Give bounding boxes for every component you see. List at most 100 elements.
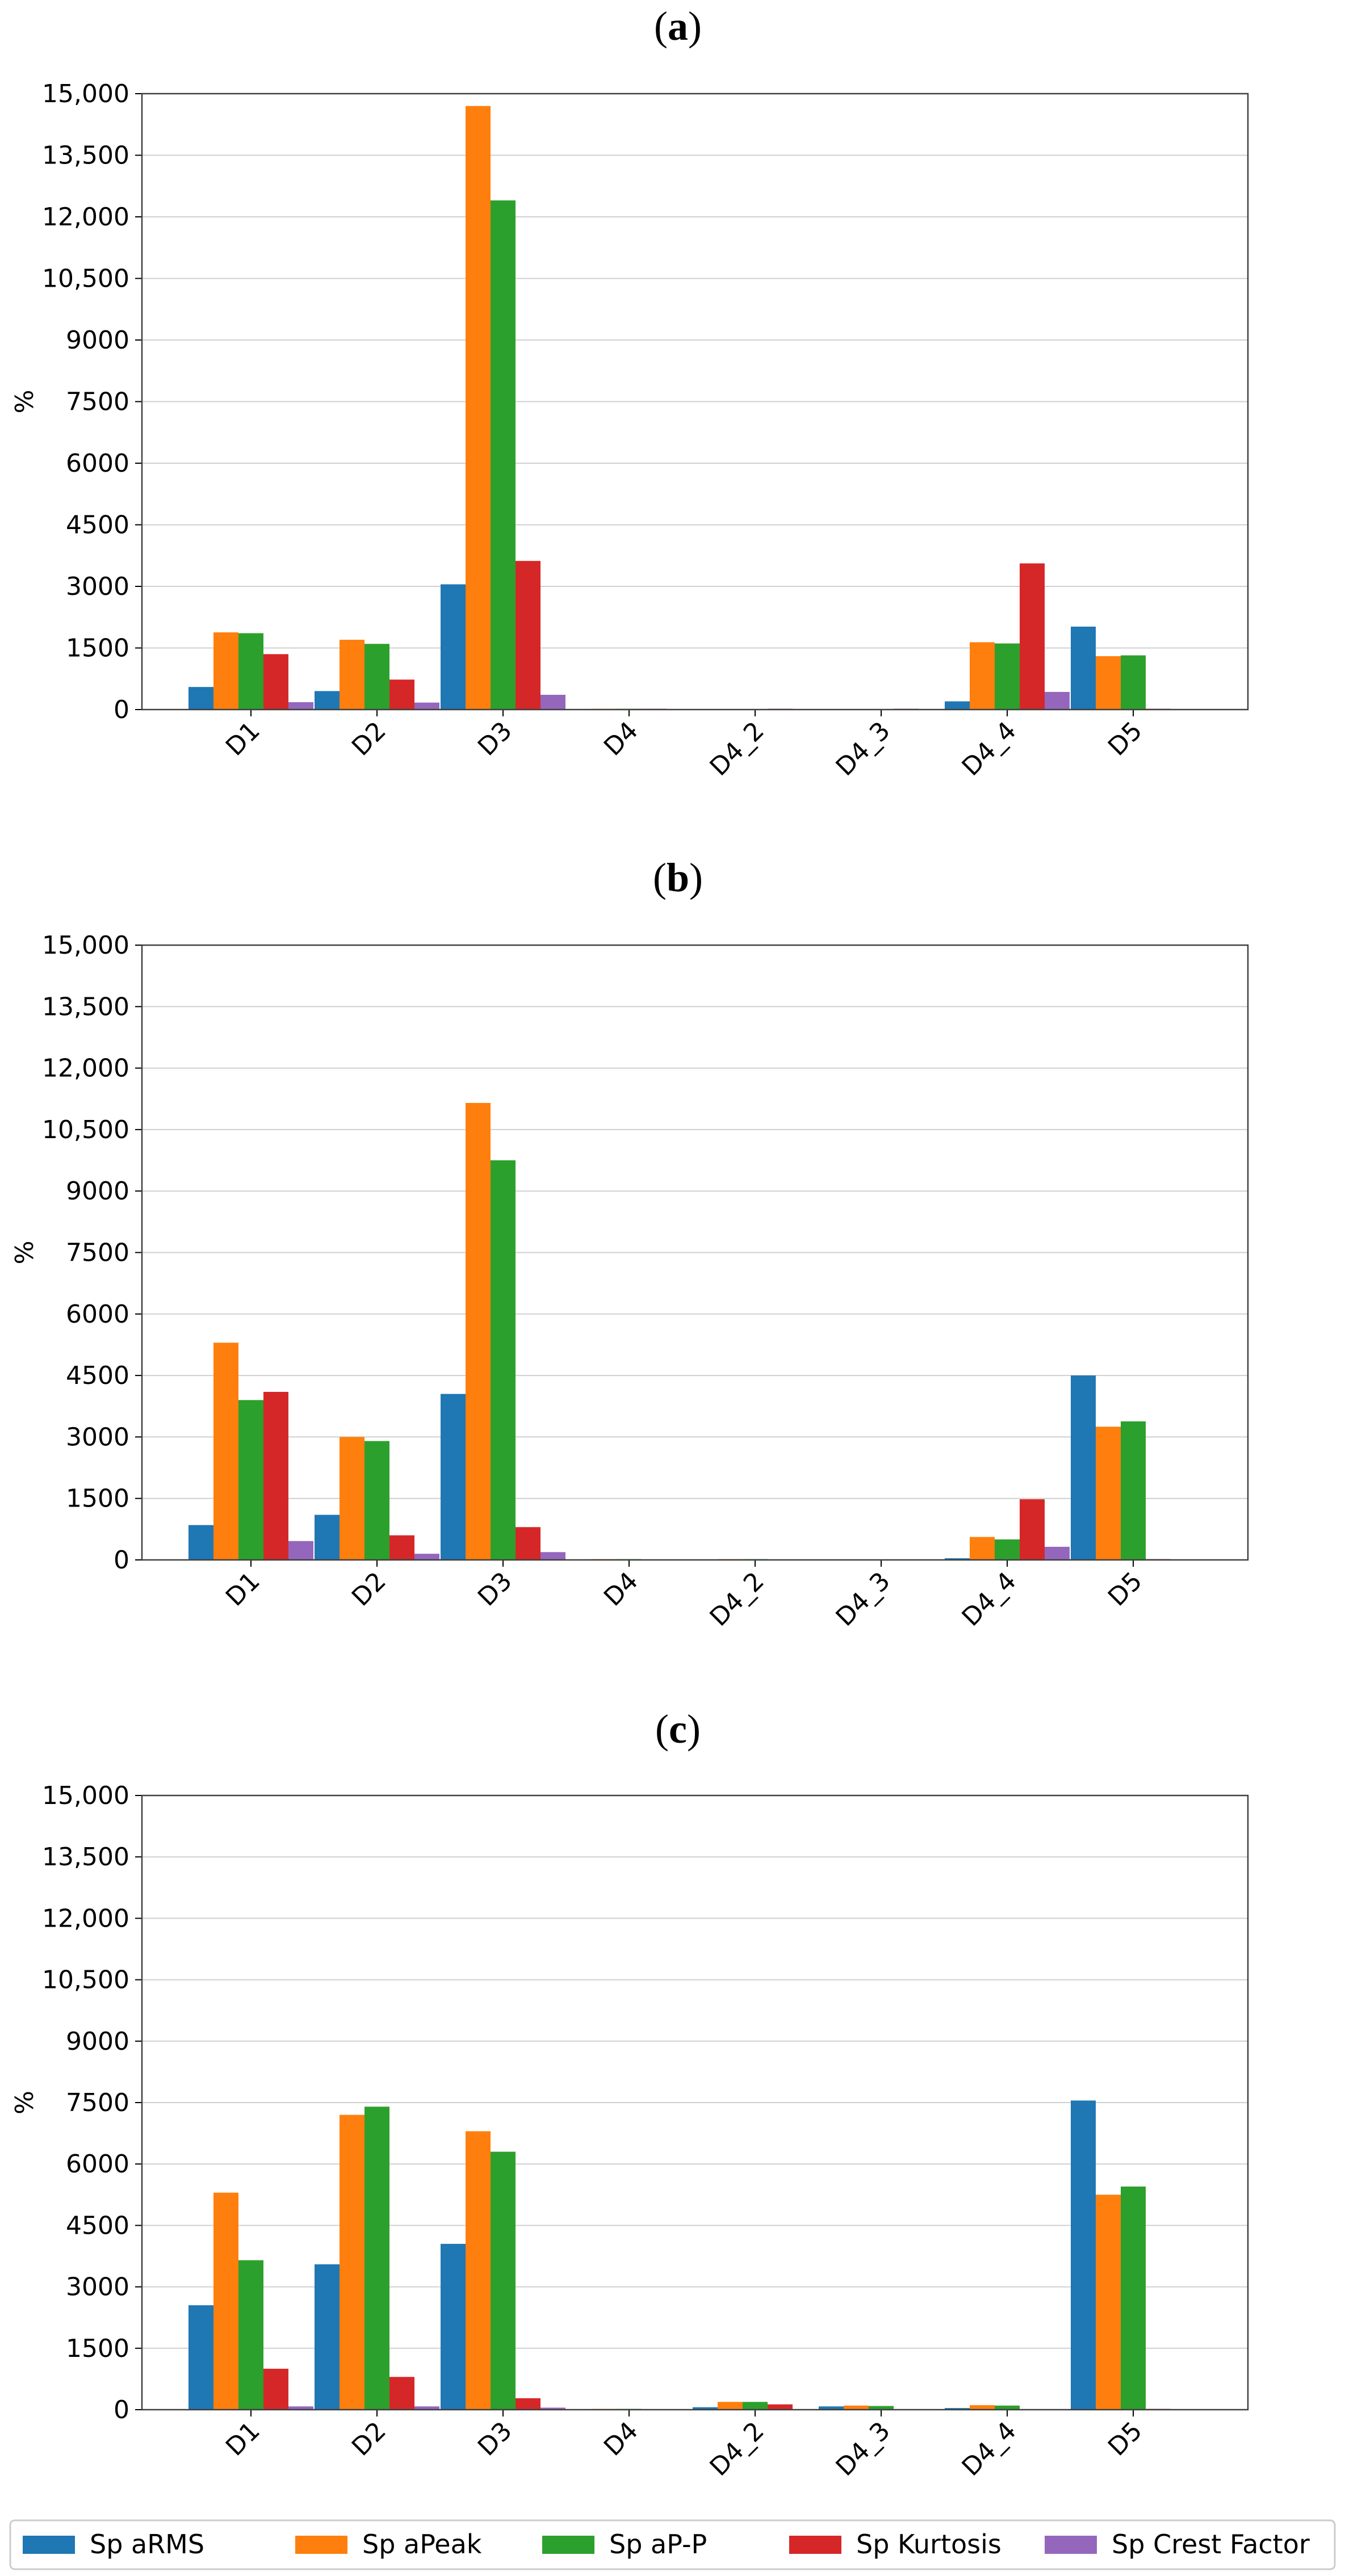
y-tick-label: 13,500: [42, 1843, 129, 1872]
bar-D2-sp-ap-p: [364, 644, 389, 710]
x-tick-label: D4: [598, 1567, 644, 1612]
x-tick-label: D4_4: [957, 1567, 1022, 1632]
legend-swatch: [789, 2536, 841, 2554]
bar-D4_4-sp-ap-p: [995, 1539, 1020, 1560]
bar-D1-sp-arms: [188, 1525, 213, 1560]
legend-box: [9, 2519, 1336, 2570]
bars: [188, 106, 1171, 710]
y-tick-label: 4500: [66, 511, 129, 540]
x-tick-label: D4_2: [705, 1567, 770, 1632]
bar-D2-sp-apeak: [340, 1437, 364, 1560]
y-tick-label: 9000: [66, 326, 129, 355]
y-tick-label: 3000: [66, 572, 129, 601]
chart-panel-b: (b) 0 1500 3000 4500 6000 7500 9000 10,500 12,000…: [10, 855, 1249, 1632]
bar-D3-sp-ap-p: [491, 2151, 516, 2410]
y-tick-label: 0: [114, 1546, 129, 1575]
bar-D2-sp-apeak: [340, 640, 364, 710]
x-tick-label: D1: [220, 2416, 266, 2462]
legend-label: Sp Crest Factor: [1112, 2529, 1310, 2560]
x-tick-label: D4_3: [831, 2416, 896, 2482]
y-axis-label: %: [10, 390, 39, 414]
y-tick-label: 10,500: [42, 1966, 129, 1995]
bar-D2-sp-arms: [315, 2264, 340, 2410]
bar-D5-sp-apeak: [1096, 1427, 1121, 1560]
plot-frame: [141, 1794, 1249, 2411]
y-tick-label: 13,500: [42, 992, 129, 1021]
bar-D4_4-sp-kurtosis: [1020, 1499, 1045, 1560]
bar-D4_3-sp-ap-p: [869, 2406, 894, 2410]
bar-D3-sp-ap-p: [491, 200, 516, 710]
bars: [188, 2100, 1171, 2410]
bar-D3-sp-crest-factor: [540, 2407, 565, 2410]
bar-D5-sp-arms: [1071, 626, 1096, 710]
bar-D2-sp-kurtosis: [389, 1535, 414, 1560]
plot-frame: [141, 944, 1249, 1561]
x-tick-label: D5: [1103, 2416, 1148, 2462]
legend: Sp aRMS Sp aPeak Sp aP-P Sp Kurtosis Sp Cres…: [9, 2519, 1336, 2570]
x-tick-label: D5: [1103, 1567, 1148, 1612]
bar-D4_4-sp-apeak: [970, 642, 995, 710]
y-tick-label: 10,500: [42, 265, 129, 293]
bar-D3-sp-kurtosis: [516, 2398, 540, 2410]
y-tick-label: 0: [114, 2395, 129, 2424]
bar-D1-sp-ap-p: [238, 2260, 263, 2410]
y-tick-label: 15,000: [42, 931, 129, 960]
bar-D3-sp-apeak: [466, 2131, 491, 2410]
y-tick-label: 7500: [66, 388, 129, 417]
bar-D1-sp-arms: [188, 687, 213, 710]
bar-D4_4-sp-ap-p: [995, 643, 1020, 710]
bar-D1-sp-kurtosis: [263, 2368, 288, 2410]
bar-D4_2-sp-arms: [693, 2407, 718, 2410]
x-tick-label: D4_2: [705, 716, 770, 782]
y-tick-label: 9000: [66, 2027, 129, 2056]
bar-D5-sp-apeak: [1096, 2195, 1121, 2410]
legend-label: Sp aRMS: [90, 2529, 204, 2560]
bar-D1-sp-crest-factor: [288, 702, 313, 710]
bar-D1-sp-ap-p: [238, 633, 263, 710]
bar-D4_4-sp-kurtosis: [1020, 563, 1045, 710]
y-tick-label: 15,000: [42, 1781, 129, 1810]
y-tick-label: 6000: [66, 449, 129, 478]
bar-D5-sp-apeak: [1096, 656, 1121, 710]
bar-D2-sp-ap-p: [364, 2107, 389, 2410]
legend-swatch: [23, 2536, 75, 2554]
chart-panel-c: (c) 0 1500 3000 4500 6000 7500 9000 10,500 12,000…: [10, 1706, 1249, 2482]
bar-D4_4-sp-apeak: [970, 2405, 995, 2410]
legend-label: Sp aPeak: [362, 2529, 482, 2560]
legend-swatch: [1045, 2536, 1097, 2554]
y-tick-label: 4500: [66, 2211, 129, 2240]
x-tick-label: D5: [1103, 716, 1148, 762]
x-tick-label: D4: [598, 2416, 644, 2462]
bar-D2-sp-arms: [315, 691, 340, 710]
x-tick-label: D1: [220, 716, 266, 762]
panel-title-letter: b: [667, 855, 689, 900]
bar-D4_4-sp-crest-factor: [1045, 691, 1070, 710]
bar-D3-sp-apeak: [466, 106, 491, 710]
x-tick-label: D1: [220, 1567, 266, 1612]
bar-D1-sp-apeak: [213, 2192, 238, 2410]
legend-label: Sp Kurtosis: [856, 2529, 1002, 2560]
x-tick-label: D4_4: [957, 2416, 1022, 2482]
y-axis-label: %: [10, 1241, 39, 1265]
y-tick-label: 6000: [66, 2150, 129, 2179]
bar-D4_2-sp-kurtosis: [768, 2404, 793, 2410]
panel-title-letter: c: [669, 1706, 687, 1752]
bar-D3-sp-crest-factor: [540, 694, 565, 710]
bar-D2-sp-crest-factor: [414, 702, 439, 710]
bar-D1-sp-ap-p: [238, 1400, 263, 1560]
bar-D4_4-sp-arms: [945, 1558, 970, 1560]
bar-D3-sp-arms: [441, 584, 466, 710]
panel-title: (b): [653, 855, 703, 900]
bar-D3-sp-ap-p: [491, 1160, 516, 1560]
y-tick-label: 3000: [66, 2273, 129, 2302]
x-tick-label: D4_3: [831, 1567, 896, 1632]
legend-label: Sp aP-P: [609, 2529, 707, 2560]
x-tick-label: D4_2: [705, 2416, 770, 2482]
x-tick-label: D3: [472, 2416, 518, 2462]
y-tick-label: 7500: [66, 1239, 129, 1268]
bar-D2-sp-crest-factor: [414, 2406, 439, 2410]
bar-D1-sp-kurtosis: [263, 654, 288, 710]
bar-D4_4-sp-arms: [945, 2408, 970, 2410]
bar-D1-sp-crest-factor: [288, 2406, 313, 2410]
bar-D1-sp-crest-factor: [288, 1541, 313, 1560]
